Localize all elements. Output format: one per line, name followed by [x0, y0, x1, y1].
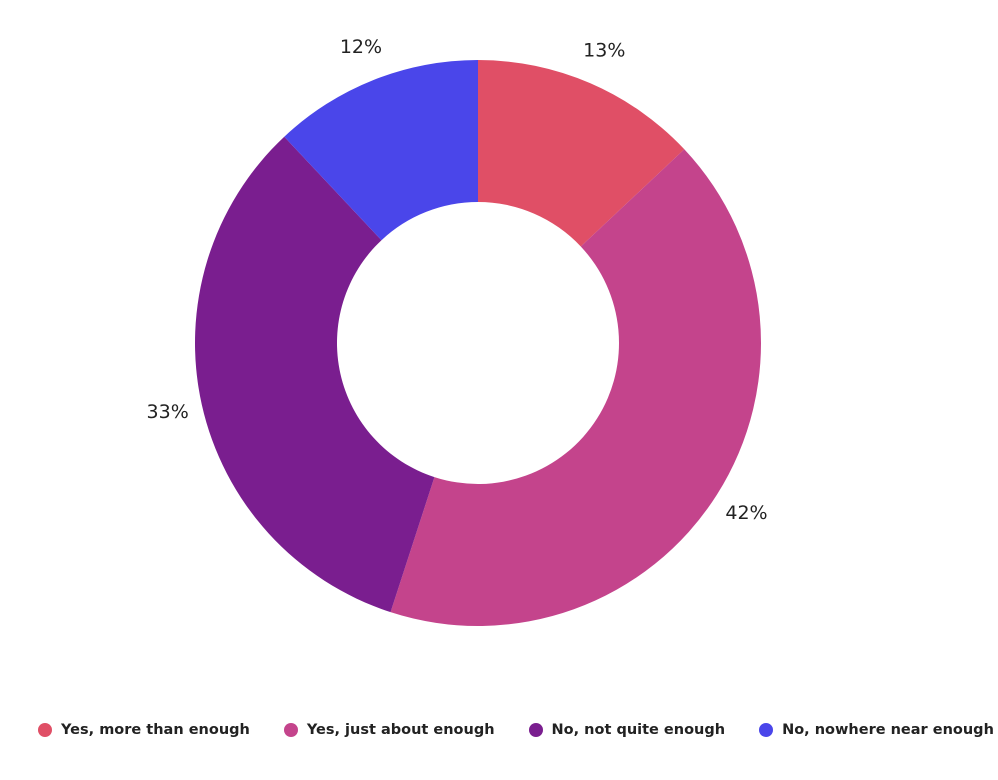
legend-item-no-nowhere-near-enough: No, nowhere near enough	[759, 722, 994, 738]
slice-value-label: 42%	[725, 502, 767, 524]
slice-value-label: 33%	[147, 401, 189, 423]
slice-no-not-quite-enough	[194, 136, 435, 613]
legend-swatch	[283, 723, 298, 737]
legend-swatch	[38, 723, 52, 737]
slice-value-label: 13%	[583, 40, 625, 62]
legend-label: Yes, more than enough	[61, 722, 250, 738]
legend-item-yes-more-than-enough: Yes, more than enough	[38, 722, 250, 738]
legend-label: Yes, just about enough	[306, 722, 495, 738]
legend-swatch	[528, 723, 543, 737]
legend-label: No, not quite enough	[551, 722, 726, 738]
legend-label: No, nowhere near enough	[782, 722, 994, 738]
legend-swatch	[759, 723, 774, 737]
labels-group: 13% 42% 33% 12%	[147, 36, 768, 524]
slices-group	[194, 60, 761, 626]
slice-no-nowhere-near-enough	[284, 60, 478, 241]
legend-item-no-not-quite-enough: No, not quite enough	[528, 722, 726, 738]
slice-value-label: 12%	[340, 36, 382, 58]
slice-yes-just-about-enough	[390, 149, 761, 626]
slice-yes-more-than-enough	[478, 60, 685, 247]
legend: Yes, more than enough Yes, just about en…	[38, 722, 994, 738]
donut-chart: 13% 42% 33% 12%	[147, 36, 768, 626]
legend-item-yes-just-about-enough: Yes, just about enough	[283, 722, 495, 738]
